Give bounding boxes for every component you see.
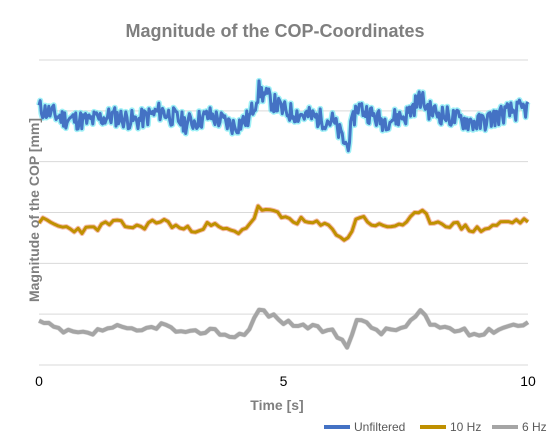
legend-label: 10 Hz xyxy=(450,420,481,434)
legend-item: Unfiltered xyxy=(324,420,405,434)
series-line xyxy=(38,307,530,350)
series-1 xyxy=(36,77,531,154)
series-line xyxy=(37,79,530,153)
legend-item: 10 Hz xyxy=(420,420,481,434)
legend-label: Unfiltered xyxy=(354,420,405,434)
series-2 xyxy=(36,203,530,243)
x-axis-ticks: 0 5 10 xyxy=(35,373,536,389)
x-tick-label: 0 xyxy=(35,373,43,389)
legend-label: 6 Hz xyxy=(522,420,547,434)
x-tick-label: 10 xyxy=(520,373,536,389)
x-axis-label: Time [s] xyxy=(250,397,303,413)
series-line xyxy=(37,204,529,242)
legend: Unfiltered 10 Hz 6 Hz xyxy=(324,420,547,434)
x-tick-label: 5 xyxy=(280,373,288,389)
plot-area xyxy=(36,77,531,350)
series-3 xyxy=(37,307,530,350)
chart-title: Magnitude of the COP-Coordinates xyxy=(126,21,425,41)
y-axis-label: Magnitude of the COP [mm] xyxy=(26,118,42,302)
legend-item: 6 Hz xyxy=(492,420,547,434)
